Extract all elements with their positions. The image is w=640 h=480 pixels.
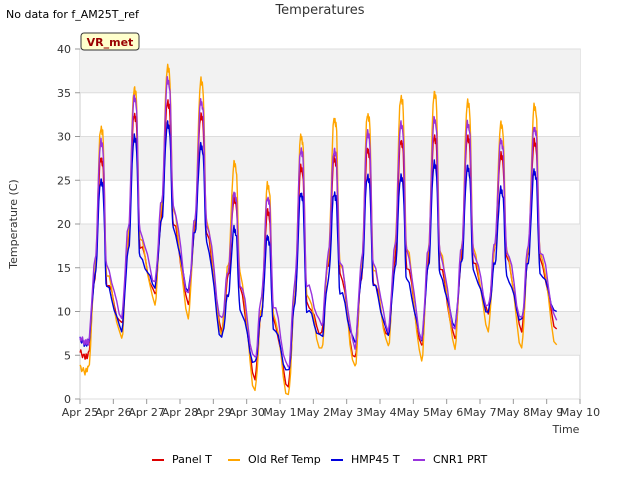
chart-legend: Panel T Old Ref Temp HMP45 T CNR1 PRT bbox=[0, 453, 640, 469]
legend-swatch bbox=[413, 459, 425, 461]
series-line bbox=[79, 63, 558, 396]
x-tick-label: May 2 bbox=[297, 406, 330, 419]
y-tick-label: 5 bbox=[64, 349, 71, 362]
y-tick-label: 40 bbox=[57, 43, 71, 56]
legend-label: Old Ref Temp bbox=[248, 453, 321, 466]
grid-band bbox=[80, 49, 580, 93]
y-tick-label: 0 bbox=[64, 393, 71, 406]
x-tick-label: May 5 bbox=[397, 406, 430, 419]
legend-label: CNR1 PRT bbox=[433, 453, 488, 466]
x-tick-label: May 10 bbox=[560, 406, 600, 419]
legend-label: Panel T bbox=[172, 453, 212, 466]
x-tick-label: May 3 bbox=[330, 406, 363, 419]
y-tick-label: 25 bbox=[57, 174, 71, 187]
x-tick-label: May 4 bbox=[363, 406, 396, 419]
legend-item: Panel T bbox=[152, 453, 212, 466]
x-tick-label: Apr 28 bbox=[162, 406, 199, 419]
x-tick-label: Apr 30 bbox=[228, 406, 265, 419]
legend-swatch bbox=[228, 459, 240, 461]
y-tick-label: 10 bbox=[57, 306, 71, 319]
legend-item: Old Ref Temp bbox=[228, 453, 321, 466]
y-tick-label: 20 bbox=[57, 218, 71, 231]
x-tick-label: Apr 29 bbox=[195, 406, 232, 419]
chart-title: Temperatures bbox=[275, 3, 365, 18]
x-tick-label: May 1 bbox=[263, 406, 296, 419]
x-tick-label: Apr 26 bbox=[95, 406, 132, 419]
no-data-message: No data for f_AM25T_ref bbox=[6, 8, 139, 21]
legend-label: HMP45 T bbox=[351, 453, 400, 466]
x-axis-label: Time bbox=[552, 423, 580, 436]
y-axis-label: Temperature (C) bbox=[7, 179, 20, 269]
x-tick-label: Apr 25 bbox=[62, 406, 99, 419]
x-tick-label: May 6 bbox=[430, 406, 463, 419]
annotation-label: VR_met bbox=[87, 36, 134, 49]
x-tick-label: May 8 bbox=[497, 406, 530, 419]
legend-swatch bbox=[152, 459, 164, 461]
annotation-badge: VR_met bbox=[80, 32, 140, 51]
annotation-box bbox=[80, 32, 140, 51]
x-tick-label: May 7 bbox=[463, 406, 496, 419]
y-tick-label: 35 bbox=[57, 87, 71, 100]
legend-item: CNR1 PRT bbox=[413, 453, 487, 466]
legend-swatch bbox=[331, 459, 343, 461]
y-tick-label: 30 bbox=[57, 131, 71, 144]
series-line bbox=[79, 120, 558, 371]
grid-band bbox=[80, 311, 580, 356]
x-tick-label: May 9 bbox=[530, 406, 563, 419]
legend-item: HMP45 T bbox=[331, 453, 400, 466]
x-tick-label: Apr 27 bbox=[128, 406, 165, 419]
series-line bbox=[79, 75, 558, 368]
y-tick-label: 15 bbox=[57, 262, 71, 275]
